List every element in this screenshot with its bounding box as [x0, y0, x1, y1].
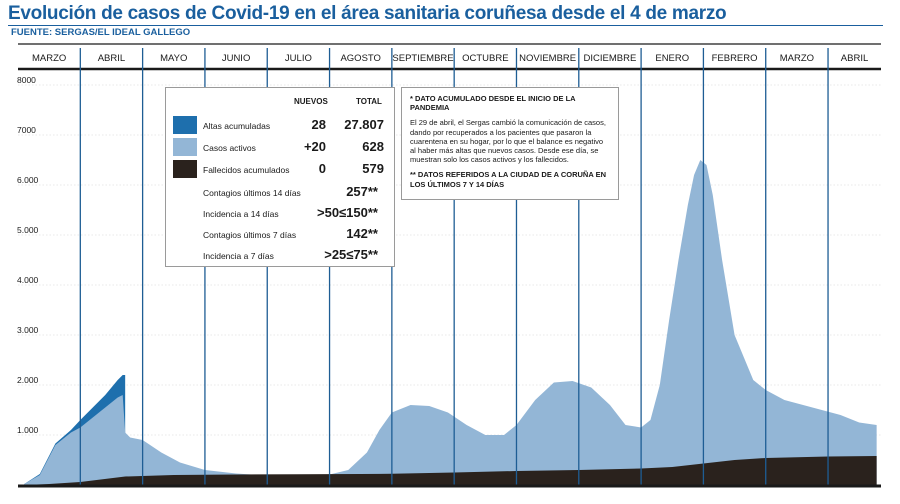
legend-label-altas: Altas acumuladas: [203, 121, 271, 131]
stat-value-contagios-14: 257**: [346, 184, 378, 199]
legend-nuevos-altas: 28: [311, 117, 326, 132]
legend-row-altas: Altas acumuladas 28 27.807: [166, 116, 394, 138]
month-label-0: MARZO: [32, 53, 66, 64]
month-label-2: MAYO: [160, 53, 187, 64]
stat-label-incidencia-7: Incidencia a 7 días: [203, 251, 274, 261]
legend-row-activos: Casos activos +20 628: [166, 138, 394, 160]
title-divider: [8, 25, 883, 26]
note-1-title: * DATO ACUMULADO DESDE EL INICIO DE LA P…: [410, 94, 576, 113]
legend-row-fallecidos: Fallecidos acumulados 0 579: [166, 160, 394, 182]
legend-nuevos-activos: +20: [303, 139, 326, 154]
note-2: ** DATOS REFERIDOS A LA CIUDAD DE A CORU…: [410, 170, 606, 189]
source-label: FUENTE: SERGAS/EL IDEAL GALLEGO: [11, 27, 191, 38]
y-tick-label-4: 5.000: [17, 225, 39, 235]
notes-box: * DATO ACUMULADO DESDE EL INICIO DE LA P…: [401, 87, 619, 200]
note-1-body: El 29 de abril, el Sergas cambió la comu…: [410, 118, 606, 165]
legend-header-nuevos: NUEVOS: [294, 97, 328, 106]
month-label-7: OCTUBRE: [462, 53, 508, 64]
series-area-fallecidos-acumulados: [24, 456, 877, 485]
legend-total-fallecidos: 579: [362, 161, 384, 176]
legend-stat-incidencia-7: Incidencia a 7 días >25≤75**: [166, 246, 394, 268]
legend-box: NUEVOS TOTAL Altas acumuladas 28 27.807 …: [165, 87, 395, 267]
series-area-casos-activos: [24, 160, 877, 485]
stat-label-contagios-14: Contagios últimos 14 días: [203, 188, 301, 198]
stat-value-contagios-7: 142**: [346, 226, 378, 241]
month-labels: MARZO ABRIL MAYO JUNIO JULIO AGOSTO SEPTIEMBRE…: [32, 53, 868, 64]
legend-stat-contagios-14: Contagios últimos 14 días 257**: [166, 183, 394, 205]
month-label-11: FEBRERO: [712, 53, 758, 64]
month-label-10: ENERO: [655, 53, 689, 64]
y-tick-label-2: 3.000: [17, 325, 39, 335]
y-tick-label-0: 1.000: [17, 425, 39, 435]
month-label-9: DICIEMBRE: [584, 53, 637, 64]
stat-value-incidencia-14: >50≤150**: [317, 205, 378, 220]
month-band: [18, 44, 881, 69]
month-label-5: AGOSTO: [340, 53, 380, 64]
chart-title: Evolución de casos de Covid-19 en el áre…: [8, 3, 727, 24]
month-label-13: ABRIL: [841, 53, 868, 64]
legend-swatch-altas: [173, 116, 197, 134]
y-tick-label-3: 4.000: [17, 275, 39, 285]
month-label-4: JULIO: [285, 53, 312, 64]
legend-label-activos: Casos activos: [203, 143, 256, 153]
legend-stat-contagios-7: Contagios últimos 7 días 142**: [166, 225, 394, 247]
legend-swatch-fallecidos: [173, 160, 197, 178]
legend-total-altas: 27.807: [344, 117, 384, 132]
y-tick-labels: 1.000 2.000 3.000 4.000 5.000 6.000 7000 8000: [17, 75, 39, 435]
series-layer: [24, 160, 877, 485]
stat-value-incidencia-7: >25≤75**: [324, 247, 378, 262]
legend-label-fallecidos: Fallecidos acumulados: [203, 165, 290, 175]
stat-label-incidencia-14: Incidencia a 14 días: [203, 209, 279, 219]
month-label-3: JUNIO: [222, 53, 251, 64]
stat-label-contagios-7: Contagios últimos 7 días: [203, 230, 297, 240]
month-label-12: MARZO: [780, 53, 814, 64]
legend-swatch-activos: [173, 138, 197, 156]
y-tick-label-6: 7000: [17, 125, 36, 135]
month-label-8: NOVIEMBRE: [519, 53, 576, 64]
y-tick-label-5: 6.000: [17, 175, 39, 185]
legend-nuevos-fallecidos: 0: [318, 161, 326, 176]
y-tick-label-7: 8000: [17, 75, 36, 85]
legend-header-total: TOTAL: [356, 97, 382, 106]
y-tick-label-1: 2.000: [17, 375, 39, 385]
month-label-1: ABRIL: [98, 53, 125, 64]
legend-stat-incidencia-14: Incidencia a 14 días >50≤150**: [166, 204, 394, 226]
month-label-6: SEPTIEMBRE: [392, 53, 453, 64]
legend-total-activos: 628: [362, 139, 384, 154]
